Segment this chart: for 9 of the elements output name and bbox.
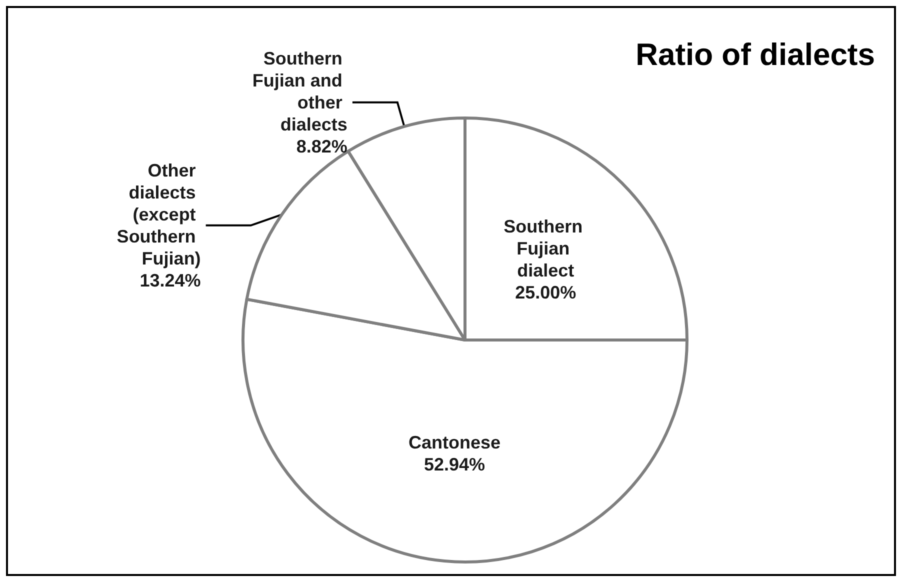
data-label: 25.00% [515,282,576,302]
slice-label: Southern Fujian and other dialects [252,48,348,134]
slice-label: Other dialects (except Southern Fujian) [116,160,201,268]
data-label: 13.24% [140,270,201,290]
slice-label: Southern Fujian dialect [504,216,588,280]
data-label: 52.94% [424,454,486,475]
slice-label: Cantonese [408,432,500,453]
text: Ratio of dialects [636,37,876,72]
data-label: 8.82% [296,136,348,156]
